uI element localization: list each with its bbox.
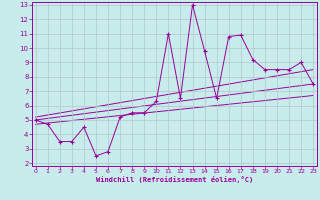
X-axis label: Windchill (Refroidissement éolien,°C): Windchill (Refroidissement éolien,°C) (96, 176, 253, 183)
